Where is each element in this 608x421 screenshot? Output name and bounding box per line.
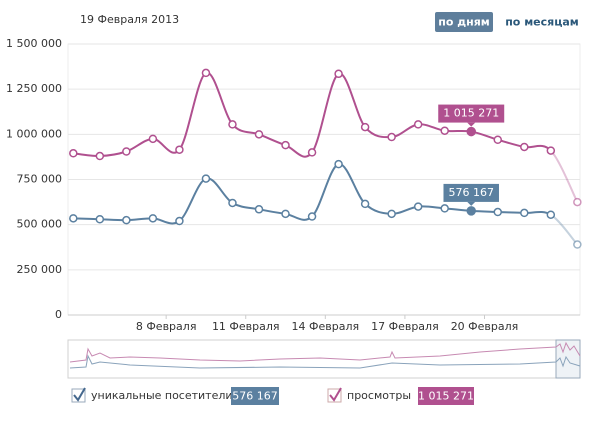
point — [95, 214, 105, 224]
value-label: 1 015 271 — [443, 107, 499, 120]
point — [440, 204, 449, 213]
point — [175, 145, 184, 154]
x-tick-label: 20 Февраля — [451, 320, 519, 333]
point — [122, 147, 131, 156]
point — [148, 214, 158, 223]
y-tick-label: 1 500 000 — [6, 37, 62, 50]
month-button-label[interactable]: по месяцам — [505, 16, 579, 29]
point — [520, 208, 529, 218]
point — [254, 205, 264, 214]
point — [201, 174, 211, 183]
legend-label[interactable]: просмотры — [347, 389, 411, 402]
series-line — [73, 71, 579, 203]
point — [334, 159, 343, 169]
point — [175, 216, 184, 226]
point — [413, 120, 423, 129]
navigator-visitors — [69, 354, 581, 369]
value-label: 576 167 — [448, 186, 494, 199]
point — [440, 126, 449, 135]
legend-value-box — [231, 387, 279, 405]
point — [69, 149, 78, 158]
x-tick-label: 17 Февраля — [371, 320, 439, 333]
y-tick-label: 500 000 — [17, 218, 63, 231]
point — [148, 134, 158, 144]
point — [546, 210, 556, 219]
point — [228, 198, 237, 208]
point — [360, 199, 370, 209]
point — [228, 120, 237, 129]
navigator-frame — [67, 339, 581, 379]
value-label-box — [443, 183, 499, 202]
point — [254, 130, 264, 139]
point — [520, 142, 529, 152]
date-title: 19 Февраля 2013 — [80, 13, 179, 26]
point — [95, 151, 105, 161]
x-tick-label: 8 Февраля — [136, 320, 197, 333]
y-tick-label: 1 250 000 — [6, 82, 62, 95]
y-tick-label: 0 — [55, 308, 62, 321]
navigator — [67, 339, 581, 379]
point — [466, 126, 476, 137]
point — [387, 209, 396, 219]
point — [466, 206, 476, 216]
series-line — [73, 163, 579, 246]
legend-value: 1 015 271 — [418, 390, 474, 403]
point — [493, 135, 503, 145]
point — [307, 212, 317, 221]
point — [334, 69, 343, 79]
point — [413, 202, 423, 211]
x-tick-label: 11 Февраля — [212, 320, 280, 333]
value-label-box — [438, 104, 505, 123]
point — [573, 197, 582, 207]
legend-value-box — [418, 387, 474, 405]
point — [360, 122, 370, 132]
x-tick-label: 14 Февраля — [292, 320, 360, 333]
point — [546, 146, 556, 155]
point — [281, 140, 290, 150]
check-icon — [329, 387, 342, 402]
point — [493, 207, 503, 217]
check-icon — [73, 387, 86, 402]
value-tooltip: 1 015 271 — [438, 104, 505, 127]
point — [281, 209, 290, 219]
point — [69, 214, 78, 223]
legend-label[interactable]: уникальные посетители — [91, 389, 233, 402]
point — [307, 148, 317, 157]
point — [573, 240, 582, 249]
y-tick-label: 1 000 000 — [6, 127, 62, 140]
legend-value: 576 167 — [232, 390, 278, 403]
value-label-arrow — [467, 201, 476, 206]
point — [201, 68, 211, 78]
y-tick-label: 250 000 — [17, 263, 63, 276]
navigator-views — [69, 341, 581, 363]
y-tick-label: 750 000 — [17, 173, 63, 186]
legend: уникальные посетители 576 167 просмотры … — [71, 387, 474, 405]
value-tooltip: 576 167 — [443, 183, 499, 206]
day-button-label[interactable]: по дням — [438, 16, 490, 29]
point — [122, 215, 131, 225]
point — [387, 132, 396, 142]
day-button[interactable] — [435, 12, 493, 32]
value-label-arrow — [467, 122, 476, 127]
